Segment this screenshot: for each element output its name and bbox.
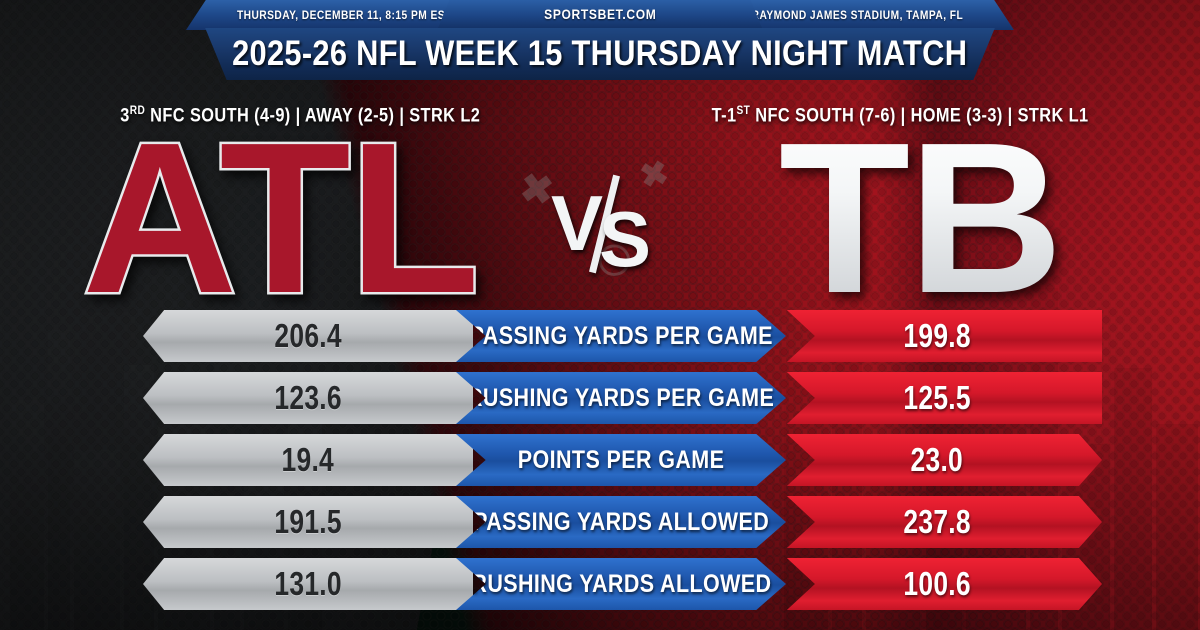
home-stat-value-cell: 23.0 xyxy=(786,434,1102,486)
stat-row: 19.4 POINTS PER GAME 23.0 xyxy=(0,430,1200,492)
away-stat-value-cell: 131.0 xyxy=(143,558,473,610)
versus-badge: V S xyxy=(545,168,665,278)
away-rank: 3 xyxy=(120,105,130,127)
away-stat-value: 131.0 xyxy=(274,565,342,602)
home-stat-value-cell: 100.6 xyxy=(786,558,1102,610)
home-stat-value: 125.5 xyxy=(903,379,971,416)
home-stat-value-cell: 125.5 xyxy=(786,372,1102,424)
away-stat-value-cell: 206.4 xyxy=(143,310,473,362)
home-team-record: T-1ST NFC SOUTH (7-6) | HOME (3-3) | STR… xyxy=(600,104,1200,127)
stat-row: 131.0 RUSHING YARDS ALLOWED 100.6 xyxy=(0,554,1200,616)
away-team-record: 3RD NFC SOUTH (4-9) | AWAY (2-5) | STRK … xyxy=(0,104,600,127)
stat-label: RUSHING YARDS ALLOWED xyxy=(470,569,772,598)
stat-row: 191.5 PASSING YARDS ALLOWED 237.8 xyxy=(0,492,1200,554)
stat-label-cell: POINTS PER GAME xyxy=(456,434,786,486)
away-stat-value: 123.6 xyxy=(274,379,342,416)
page-title: 2025-26 NFL WEEK 15 THURSDAY NIGHT MATCH xyxy=(232,34,968,73)
stat-label: PASSING YARDS ALLOWED xyxy=(472,507,770,536)
stat-label: RUSHING YARDS PER GAME xyxy=(467,383,775,412)
away-stat-value-cell: 19.4 xyxy=(143,434,473,486)
home-stat-value: 237.8 xyxy=(903,503,971,540)
home-stat-value: 199.8 xyxy=(903,317,971,354)
versus-letter-s: S xyxy=(599,195,652,283)
stat-label-cell: RUSHING YARDS ALLOWED xyxy=(456,558,786,610)
home-record-detail: NFC SOUTH (7-6) | HOME (3-3) | STRK L1 xyxy=(750,105,1089,127)
home-team-abbreviation: TB xyxy=(650,110,1190,325)
stat-label: PASSING YARDS PER GAME xyxy=(469,321,773,350)
home-rank-suffix: ST xyxy=(736,104,751,117)
home-rank: T-1 xyxy=(711,105,737,127)
stat-row: 123.6 RUSHING YARDS PER GAME 125.5 xyxy=(0,368,1200,430)
stat-label-cell: PASSING YARDS PER GAME xyxy=(456,310,786,362)
away-record-detail: NFC SOUTH (4-9) | AWAY (2-5) | STRK L2 xyxy=(144,105,480,127)
stat-row: 206.4 PASSING YARDS PER GAME 199.8 xyxy=(0,306,1200,368)
away-stat-value-cell: 191.5 xyxy=(143,496,473,548)
game-datetime: THURSDAY, DECEMBER 11, 8:15 PM EST xyxy=(236,8,452,22)
matchup-title-band: 2025-26 NFL WEEK 15 THURSDAY NIGHT MATCH xyxy=(205,28,995,80)
brand-name: SPORTSBET.COM xyxy=(543,6,657,22)
stat-label-cell: RUSHING YARDS PER GAME xyxy=(456,372,786,424)
home-stat-value-cell: 199.8 xyxy=(786,310,1102,362)
game-venue: RAYMOND JAMES STADIUM, TAMPA, FL xyxy=(751,8,964,22)
top-info-bar: THURSDAY, DECEMBER 11, 8:15 PM EST RAYMO… xyxy=(0,0,1200,30)
away-stat-value: 19.4 xyxy=(281,441,335,478)
stat-label-cell: PASSING YARDS ALLOWED xyxy=(456,496,786,548)
away-stat-value-cell: 123.6 xyxy=(143,372,473,424)
brand-band[interactable]: SPORTSBET.COM xyxy=(438,0,762,28)
home-stat-value-cell: 237.8 xyxy=(786,496,1102,548)
away-stat-value: 191.5 xyxy=(274,503,342,540)
away-stat-value: 206.4 xyxy=(274,317,342,354)
stat-comparison-table: 206.4 PASSING YARDS PER GAME 199.8 123.6 RUS… xyxy=(0,306,1200,616)
home-stat-value: 23.0 xyxy=(910,441,964,478)
away-rank-suffix: RD xyxy=(129,104,145,117)
away-team-abbreviation: ATL xyxy=(80,97,483,338)
stat-label: POINTS PER GAME xyxy=(517,445,725,474)
home-stat-value: 100.6 xyxy=(903,565,971,602)
